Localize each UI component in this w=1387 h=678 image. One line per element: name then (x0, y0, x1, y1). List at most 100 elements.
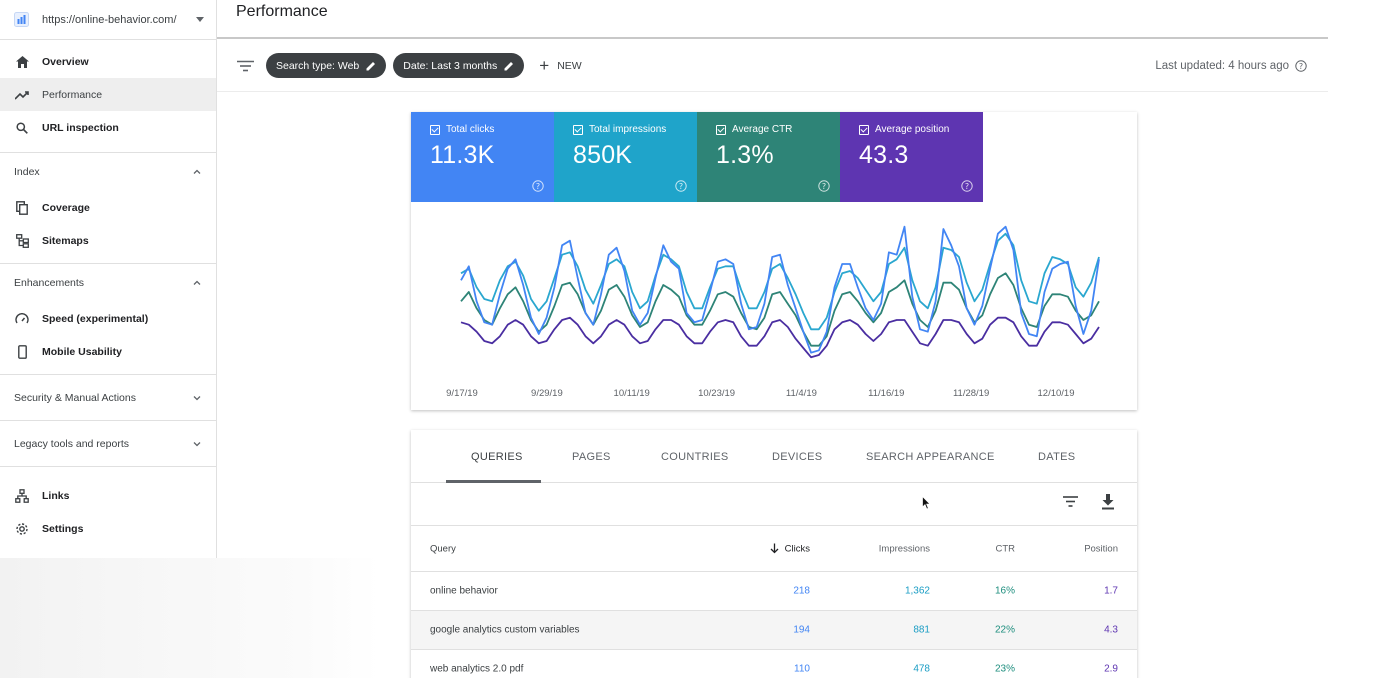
legacy-section: Legacy tools and reports (0, 420, 216, 466)
metric-total-clicks[interactable]: Total clicks 11.3K? (411, 112, 554, 202)
x-tick-label: 9/17/19 (446, 388, 478, 399)
column-header-ctr[interactable]: CTR (995, 543, 1015, 554)
query-cell: google analytics custom variables (430, 624, 580, 636)
mouse-cursor-icon (922, 496, 931, 510)
table-row[interactable]: web analytics 2.0 pdf 110 478 23% 2.9 (411, 650, 1137, 678)
chip-label: Date: Last 3 months (403, 59, 498, 72)
sidebar-item-settings[interactable]: Settings (0, 512, 216, 545)
column-header-impressions[interactable]: Impressions (878, 543, 930, 554)
sidebar-item-mobile-usability[interactable]: Mobile Usability (0, 335, 216, 368)
metric-average-ctr[interactable]: Average CTR 1.3%? (697, 112, 840, 202)
chevron-up-icon (193, 169, 201, 174)
metric-label-row: Total clicks (430, 124, 554, 135)
column-label: Clicks (784, 543, 810, 554)
pencil-icon (504, 61, 514, 70)
sidebar-item-label: URL inspection (42, 121, 119, 134)
sidebar-item-performance[interactable]: Performance (0, 78, 216, 111)
help-icon[interactable]: ? (532, 180, 544, 192)
help-icon[interactable]: ? (675, 180, 687, 192)
links-icon (14, 488, 30, 504)
series-line-total-impressions (460, 232, 1100, 331)
metric-label: Total clicks (446, 124, 495, 135)
column-header-clicks[interactable]: Clicks (770, 543, 810, 554)
metric-average-position[interactable]: Average position 43.3? (840, 112, 983, 202)
metric-label-row: Total impressions (573, 124, 697, 135)
x-tick-label: 9/29/19 (531, 388, 563, 399)
tab-queries[interactable]: QUERIES (471, 450, 523, 463)
series-line-average-position (460, 316, 1100, 359)
chevron-down-icon[interactable] (196, 17, 204, 22)
new-label: NEW (557, 59, 582, 72)
metric-label-row: Average CTR (716, 124, 840, 135)
svg-text:?: ? (679, 182, 683, 191)
column-header-query[interactable]: Query (430, 543, 456, 554)
sidebar-item-url-inspection[interactable]: URL inspection (0, 111, 216, 144)
legacy-section-toggle[interactable]: Legacy tools and reports (0, 421, 216, 466)
sidebar-item-coverage[interactable]: Coverage (0, 191, 216, 224)
sidebar-item-sitemaps[interactable]: Sitemaps (0, 224, 216, 257)
svg-text:?: ? (536, 182, 540, 191)
mobile-phone-icon (14, 344, 30, 360)
sidebar-item-overview[interactable]: Overview (0, 45, 216, 78)
impressions-cell: 1,362 (904, 585, 930, 597)
ctr-cell: 23% (994, 663, 1015, 675)
sidebar-item-label: Sitemaps (42, 234, 89, 247)
metric-value: 1.3% (716, 141, 774, 169)
tab-search-appearance[interactable]: SEARCH APPEARANCE (866, 450, 995, 463)
last-updated-text: Last updated: 4 hours ago (1155, 59, 1289, 72)
index-section-toggle[interactable]: Index (0, 153, 216, 191)
security-section-toggle[interactable]: Security & Manual Actions (0, 375, 216, 420)
new-filter-button[interactable]: + NEW (539, 56, 581, 76)
speedometer-icon (14, 311, 30, 327)
column-header-position[interactable]: Position (1084, 543, 1118, 554)
checkbox-checked-icon[interactable] (859, 124, 869, 135)
metric-total-impressions[interactable]: Total impressions 850K? (554, 112, 697, 202)
filter-icon[interactable] (237, 60, 254, 72)
query-cell: online behavior (430, 585, 498, 597)
section-label: Security & Manual Actions (14, 391, 136, 404)
arrow-down-icon (770, 543, 779, 554)
metric-label-row: Average position (859, 124, 983, 135)
checkbox-checked-icon[interactable] (716, 124, 726, 135)
sidebar: https://online-behavior.com/ Overview Pe… (0, 0, 217, 558)
series-line-total-clicks (460, 225, 1100, 354)
tab-countries[interactable]: COUNTRIES (661, 450, 729, 463)
tab-devices[interactable]: DEVICES (772, 450, 823, 463)
table-row[interactable]: online behavior 218 1,362 16% 1.7 (411, 572, 1137, 611)
property-selector[interactable]: https://online-behavior.com/ (0, 0, 216, 40)
svg-text:?: ? (965, 182, 969, 191)
search-icon (14, 120, 30, 136)
trending-up-icon (14, 87, 30, 103)
x-tick-label: 11/16/19 (868, 388, 904, 399)
table-row[interactable]: google analytics custom variables 194 88… (411, 611, 1137, 650)
page-title: Performance (236, 3, 328, 20)
ctr-cell: 16% (994, 585, 1015, 597)
ctr-cell: 22% (994, 624, 1015, 636)
sidebar-item-links[interactable]: Links (0, 479, 216, 512)
checkbox-checked-icon[interactable] (430, 124, 440, 135)
help-icon[interactable]: ? (818, 180, 830, 192)
metric-value: 850K (573, 141, 633, 169)
help-icon[interactable]: ? (961, 180, 973, 192)
search-type-chip[interactable]: Search type: Web (266, 53, 387, 78)
position-cell: 2.9 (1104, 663, 1118, 675)
enhancements-section-toggle[interactable]: Enhancements (0, 264, 216, 302)
tab-pages[interactable]: PAGES (572, 450, 611, 463)
clicks-cell: 110 (794, 663, 810, 675)
date-chip[interactable]: Date: Last 3 months (393, 53, 525, 78)
coverage-icon (14, 200, 30, 216)
tab-dates[interactable]: DATES (1038, 450, 1076, 463)
active-tab-indicator (446, 480, 541, 483)
filter-rows-icon[interactable] (1063, 496, 1078, 507)
checkbox-checked-icon[interactable] (573, 124, 583, 135)
sidebar-item-speed[interactable]: Speed (experimental) (0, 302, 216, 335)
help-icon[interactable]: ? (1295, 59, 1307, 72)
svg-text:?: ? (1299, 61, 1303, 70)
index-section: Index Coverage Sitemaps (0, 152, 216, 257)
header-divider (217, 37, 1328, 39)
download-icon[interactable] (1101, 494, 1115, 510)
sidebar-item-label: Overview (42, 55, 89, 68)
position-cell: 4.3 (1104, 624, 1118, 636)
chip-label: Search type: Web (276, 59, 360, 72)
blurred-overlay (0, 558, 380, 678)
